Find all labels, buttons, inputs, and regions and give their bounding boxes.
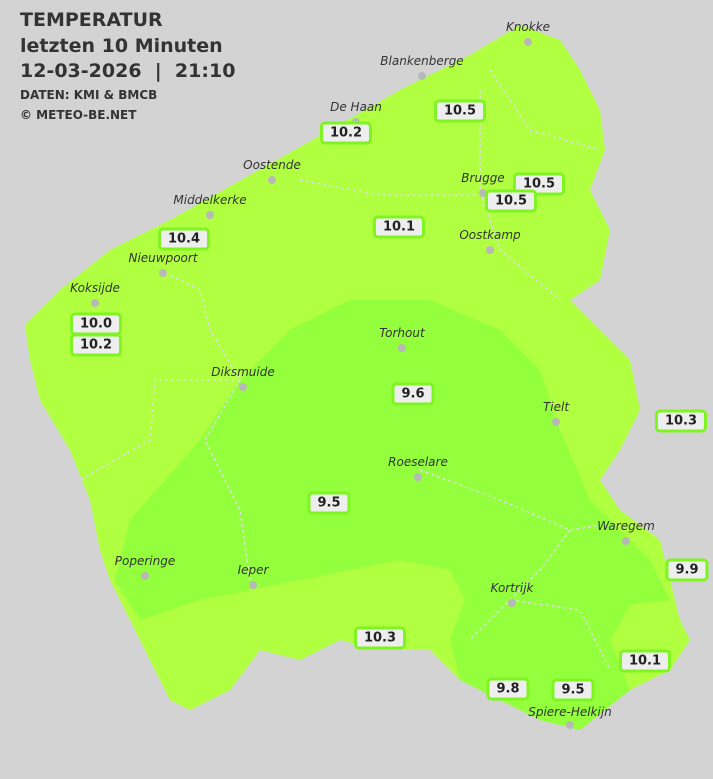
town-label: Koksijde: [70, 281, 120, 295]
data-source: DATEN: KMI & BMCB: [20, 88, 158, 102]
temperature-label: 10.5: [484, 189, 538, 213]
temperature-label: 9.6: [391, 382, 435, 406]
temperature-label: 9.8: [486, 677, 530, 701]
town-label: Tielt: [542, 400, 570, 414]
town-dot: [398, 344, 406, 352]
copyright: © METEO-BE.NET: [20, 108, 137, 122]
town-label: Oostende: [243, 158, 301, 172]
town-dot: [159, 269, 167, 277]
town-dot: [418, 72, 426, 80]
town-dot: [268, 176, 276, 184]
town-label: Roeselare: [388, 455, 448, 469]
temperature-label: 9.5: [307, 491, 351, 515]
town-dot: [622, 537, 630, 545]
town-label: Waregem: [597, 519, 655, 533]
temperature-label: 10.5: [433, 99, 487, 123]
town-dot: [141, 572, 149, 580]
town-label: Blankenberge: [380, 54, 464, 68]
title: TEMPERATUR: [20, 9, 163, 31]
temperature-label: 10.3: [353, 626, 407, 650]
town-label: Middelkerke: [173, 193, 247, 207]
town-dot: [508, 599, 516, 607]
town-dot: [249, 581, 257, 589]
cooler-zone: [115, 300, 670, 730]
town-label: Diksmuide: [211, 365, 275, 379]
town-dot: [239, 383, 247, 391]
town-dot: [524, 38, 532, 46]
town-label: Nieuwpoort: [128, 251, 198, 265]
town-dot: [206, 211, 214, 219]
town-label: Ieper: [237, 563, 269, 577]
town-dot: [91, 299, 99, 307]
temperature-label: 10.0: [69, 312, 123, 336]
temperature-label: 9.5: [551, 678, 595, 702]
town-dot: [414, 473, 422, 481]
temperature-label: 9.9: [665, 558, 709, 582]
temperature-label: 10.3: [654, 409, 708, 433]
temperature-label: 10.2: [319, 121, 373, 145]
datetime: 12-03-2026 | 21:10: [20, 60, 236, 82]
subtitle: letzten 10 Minuten: [20, 35, 223, 57]
town-label: Oostkamp: [459, 228, 521, 242]
temperature-label: 10.1: [372, 215, 426, 239]
town-label: De Haan: [330, 100, 382, 114]
town-label: Brugge: [461, 171, 505, 185]
town-label: Spiere-Helkijn: [528, 705, 612, 719]
town-label: Torhout: [379, 326, 425, 340]
town-label: Poperinge: [114, 554, 176, 568]
town-label: Knokke: [505, 20, 551, 34]
town-dot: [552, 418, 560, 426]
town-dot: [566, 721, 574, 729]
town-dot: [479, 189, 487, 197]
temperature-label: 10.1: [618, 649, 672, 673]
town-dot: [486, 246, 494, 254]
temperature-label: 10.4: [157, 227, 211, 251]
temperature-label: 10.2: [69, 333, 123, 357]
town-label: Kortrijk: [490, 581, 534, 595]
